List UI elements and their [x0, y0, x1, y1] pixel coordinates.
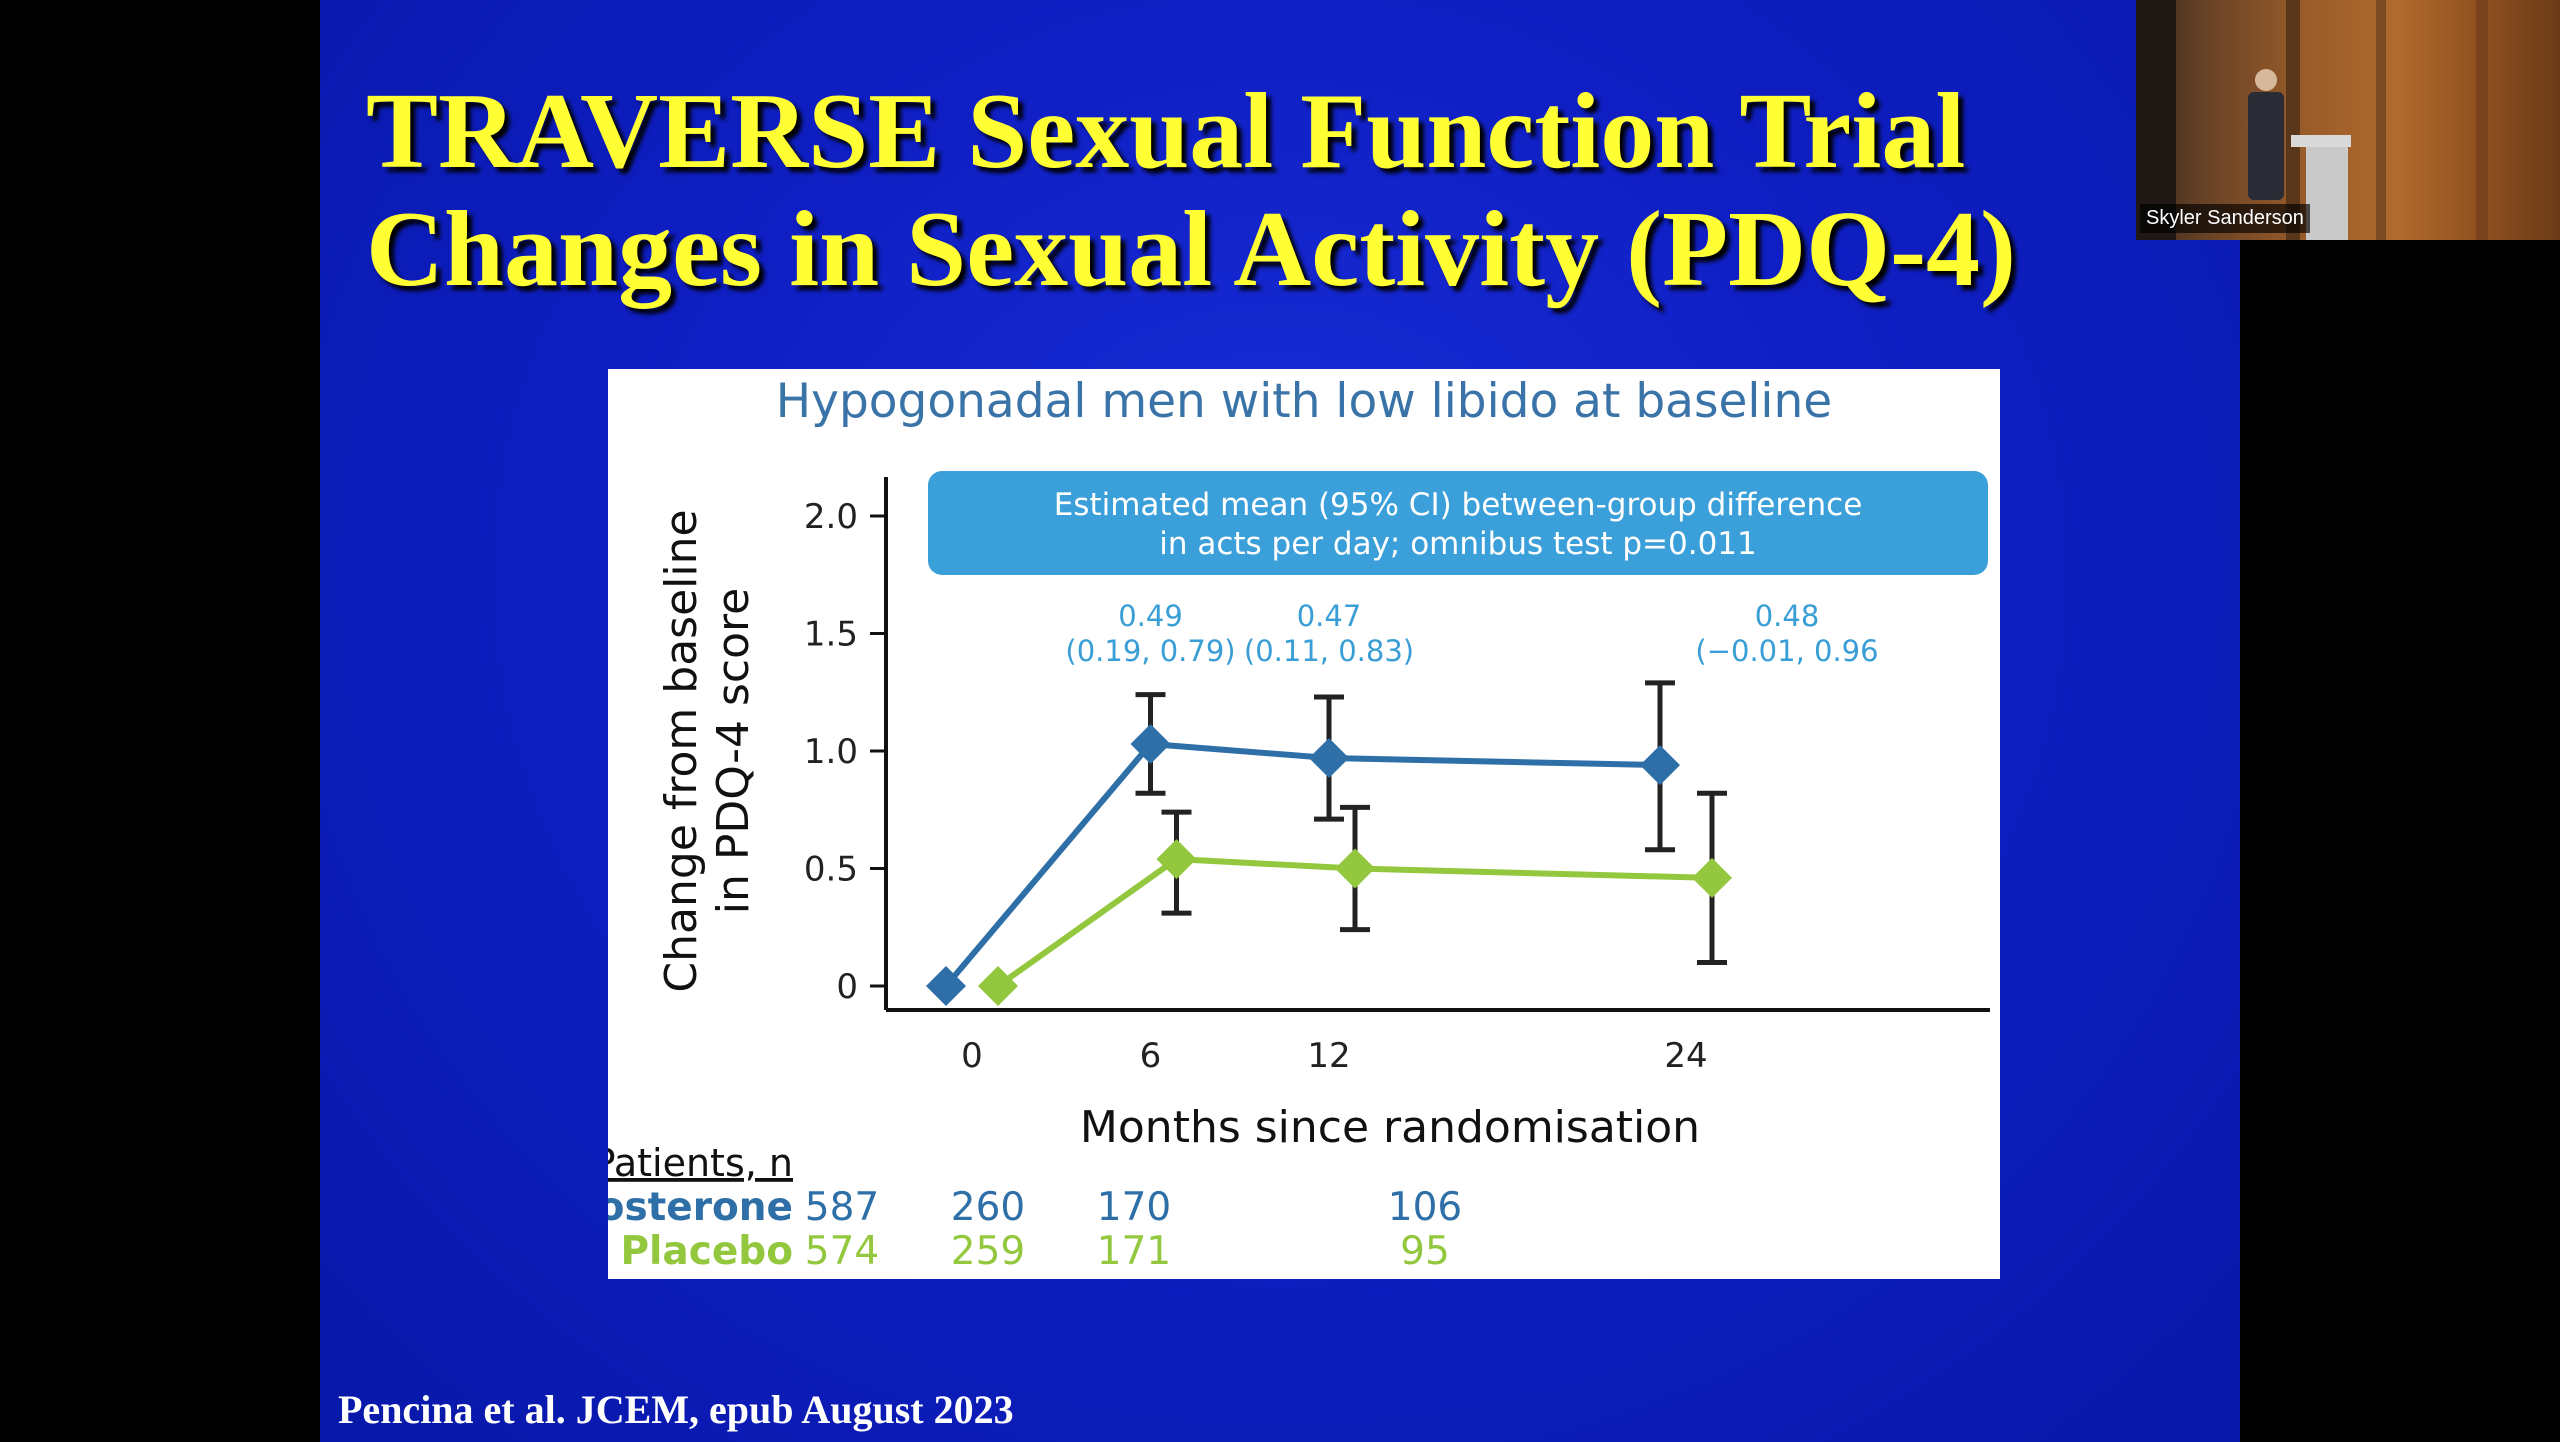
curtain-left	[2136, 0, 2176, 240]
speaker-name-label: Skyler Sanderson	[2140, 204, 2310, 233]
difference-ci: (0.19, 0.79)	[1065, 634, 1235, 668]
patients-count: 95	[1400, 1229, 1450, 1274]
annotation-line1: Estimated mean (95% CI) between-group di…	[1054, 487, 1863, 523]
patients-count: 171	[1097, 1229, 1171, 1274]
x-tick-label: 24	[1664, 1036, 1707, 1076]
slide: TRAVERSE Sexual Function Trial Changes i…	[320, 0, 2240, 1442]
chart-title: Hypogonadal men with low libido at basel…	[776, 374, 1832, 429]
wood-panel-line	[2286, 0, 2300, 240]
speaker-video-scene	[2136, 0, 2488, 240]
annotation-box	[928, 471, 1988, 575]
patients-count: 574	[805, 1229, 879, 1274]
patients-header: Patients, n	[608, 1141, 793, 1185]
difference-ci: (−0.01, 0.96	[1695, 634, 1878, 668]
placebo-point	[1156, 839, 1197, 880]
podium	[2306, 147, 2348, 240]
podium-top	[2291, 135, 2351, 147]
patients-count: 260	[951, 1185, 1025, 1230]
speaker-head	[2255, 69, 2277, 91]
y-tick-label: 0	[836, 967, 858, 1007]
testosterone-point	[1309, 738, 1349, 779]
placebo-point	[1692, 857, 1732, 898]
placebo-point	[978, 966, 1018, 1006]
annotation-line2: in acts per day; omnibus test p=0.011	[1159, 526, 1757, 562]
x-tick-label: 0	[961, 1036, 983, 1076]
difference-estimate: 0.47	[1297, 599, 1362, 633]
y-axis-label-line2: in PDQ-4 score	[708, 588, 759, 914]
patients-count: 587	[805, 1185, 879, 1230]
testosterone-point	[1640, 745, 1680, 786]
patients-row-label: Placebo	[620, 1229, 793, 1274]
patients-count: 106	[1388, 1185, 1462, 1230]
placebo-line	[996, 856, 1713, 989]
placebo-point	[1335, 848, 1375, 889]
patients-row-label: Testosterone	[608, 1185, 793, 1230]
speaker-body	[2248, 92, 2284, 200]
wood-panel-line	[2376, 0, 2386, 240]
testosterone-point	[1130, 723, 1171, 764]
y-tick-label: 2.0	[804, 497, 858, 537]
y-tick-label: 1.0	[804, 732, 858, 772]
speaker-video-tile[interactable]: Skyler Sanderson	[2136, 0, 2560, 240]
wood-panel-line	[2476, 0, 2488, 240]
difference-estimate: 0.48	[1755, 599, 1820, 633]
slide-title-line2: Changes in Sexual Activity (PDQ-4)	[366, 190, 2017, 309]
y-tick-label: 1.5	[804, 615, 858, 655]
x-tick-label: 12	[1307, 1036, 1350, 1076]
testosterone-point	[926, 966, 966, 1006]
difference-estimate: 0.49	[1118, 599, 1183, 633]
citation: Pencina et al. JCEM, epub August 2023	[338, 1387, 1014, 1432]
patients-count: 170	[1097, 1185, 1171, 1230]
y-tick-label: 0.5	[804, 850, 858, 890]
testosterone-line	[943, 740, 1661, 988]
patients-count: 259	[951, 1229, 1025, 1274]
chart-figure: Hypogonadal men with low libido at basel…	[608, 369, 2000, 1279]
slide-title-line1: TRAVERSE Sexual Function Trial	[366, 72, 1966, 191]
x-tick-label: 6	[1140, 1036, 1162, 1076]
chart: Hypogonadal men with low libido at basel…	[608, 374, 1990, 1274]
y-axis-label-line1: Change from baseline	[656, 509, 707, 992]
difference-ci: (0.11, 0.83)	[1244, 634, 1414, 668]
x-axis-label: Months since randomisation	[1080, 1102, 1700, 1153]
